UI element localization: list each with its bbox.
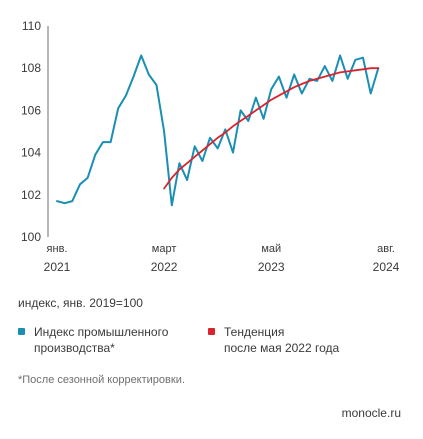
series-line-trend	[163, 67, 380, 190]
series-lines	[56, 54, 380, 207]
x-tick-month-label: янв.	[47, 243, 68, 255]
x-tick-year-label: 2022	[151, 260, 178, 274]
line-chart: 100 102 104 106 108 110 янв. 2021 март 2022 май 20…	[21, 19, 400, 274]
y-axis-ticks: 100 102 104 106 108 110	[21, 19, 41, 244]
legend-item-index: Индекс промышленного производства*	[18, 324, 168, 356]
y-tick-label: 106	[21, 103, 41, 117]
y-tick-label: 108	[21, 61, 41, 75]
x-tick-month-label: март	[152, 243, 177, 255]
y-tick-label: 110	[22, 19, 41, 33]
x-axis-ticks: янв. 2021 март 2022 май 2023 авг. 2024	[44, 243, 400, 274]
x-tick-year-label: 2021	[44, 260, 71, 274]
legend-item-trend: Тенденция после мая 2022 года	[208, 324, 339, 356]
x-tick-month-label: май	[261, 243, 281, 255]
index-base-caption: индекс, янв. 2019=100	[18, 296, 143, 310]
y-tick-label: 102	[21, 188, 41, 202]
x-tick-year-label: 2024	[373, 260, 400, 274]
x-tick-year-label: 2023	[258, 260, 285, 274]
legend-swatch-index	[18, 328, 25, 335]
legend-swatch-trend	[208, 328, 215, 335]
series-line-index	[56, 54, 380, 207]
legend-label-index: Индекс промышленного производства*	[34, 325, 169, 355]
y-tick-label: 104	[21, 146, 41, 160]
x-tick-month-label: авг.	[377, 243, 395, 255]
y-tick-label: 100	[21, 230, 41, 244]
legend-label-trend: Тенденция после мая 2022 года	[224, 325, 340, 355]
footnote: *После сезонной корректировки.	[18, 374, 185, 386]
source-credit: monocle.ru	[341, 406, 401, 420]
